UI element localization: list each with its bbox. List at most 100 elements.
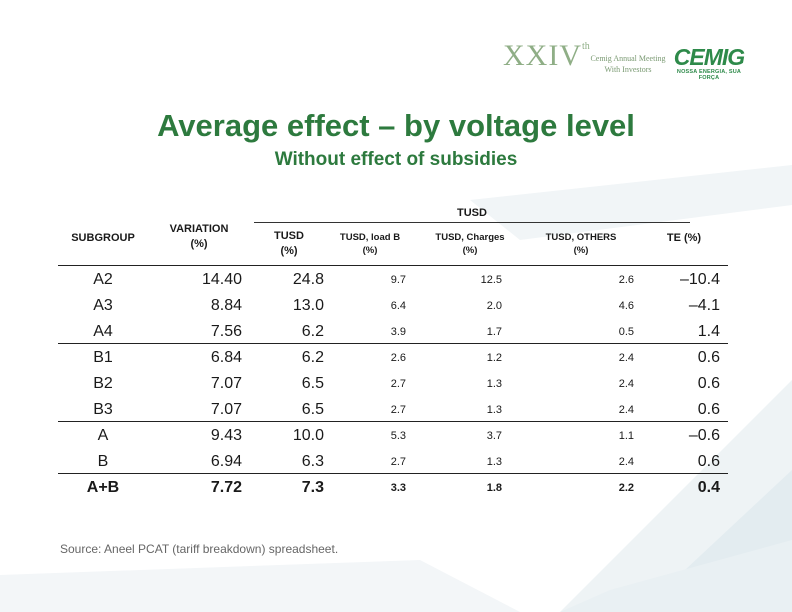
cell-subgroup: A3 bbox=[93, 297, 113, 314]
cell-tusd-charges: 1.3 bbox=[486, 404, 502, 416]
header-variation: VARIATION (%) bbox=[154, 222, 244, 252]
cell-tusd-charges: 2.0 bbox=[486, 300, 502, 312]
header-tusd-load-label: TUSD, load B bbox=[339, 232, 401, 243]
table-row: B3 7.07 6.5 2.7 1.3 2.4 0.6 bbox=[58, 397, 728, 423]
header-tusd-charges-label: TUSD, Charges bbox=[435, 232, 505, 243]
cell-tusd-charges: 12.5 bbox=[480, 274, 502, 286]
header-tusd-group: TUSD bbox=[457, 207, 487, 219]
cell-tusd: 6.5 bbox=[301, 401, 324, 418]
header-tusd-others-label: TUSD, OTHERS bbox=[545, 232, 617, 243]
cell-tusd: 24.8 bbox=[292, 271, 324, 288]
cell-tusd-others: 2.4 bbox=[618, 352, 634, 364]
table-row: A4 7.56 6.2 3.9 1.7 0.5 1.4 bbox=[58, 319, 728, 345]
cell-tusd-others: 2.4 bbox=[618, 404, 634, 416]
cell-tusd-others: 2.2 bbox=[618, 482, 634, 494]
cell-tusd: 6.3 bbox=[301, 453, 324, 470]
source-note: Source: Aneel PCAT (tariff breakdown) sp… bbox=[60, 542, 339, 556]
cell-tusd-others: 2.4 bbox=[618, 456, 634, 468]
cell-te: –4.1 bbox=[688, 297, 720, 314]
cell-tusd-load: 9.7 bbox=[390, 274, 406, 286]
cell-tusd: 6.5 bbox=[301, 375, 324, 392]
cell-subgroup: B2 bbox=[93, 375, 113, 392]
meeting-numeral-text: XXIV bbox=[503, 39, 582, 72]
group-rule-subtotals bbox=[58, 421, 728, 422]
cell-tusd-others: 1.1 bbox=[618, 430, 634, 442]
cell-tusd-load: 3.9 bbox=[390, 326, 406, 338]
group-rule-a-b bbox=[58, 343, 728, 344]
cell-tusd: 13.0 bbox=[292, 297, 324, 314]
page-title: Average effect – by voltage level bbox=[157, 108, 635, 143]
cell-te: 0.6 bbox=[697, 349, 720, 366]
header-tusd-others: TUSD, OTHERS (%) bbox=[528, 231, 634, 257]
cell-tusd-others: 2.6 bbox=[618, 274, 634, 286]
cell-subgroup: A+B bbox=[86, 479, 120, 496]
cell-variation: 9.43 bbox=[210, 427, 242, 444]
header-tusd: TUSD (%) bbox=[254, 229, 324, 259]
table-row: A 9.43 10.0 5.3 3.7 1.1 –0.6 bbox=[58, 423, 728, 449]
meeting-name: Cemig Annual Meeting With Investors bbox=[586, 53, 670, 75]
header-tusd-others-unit: (%) bbox=[573, 245, 589, 256]
cell-tusd-load: 2.7 bbox=[390, 404, 406, 416]
cell-tusd-charges: 1.3 bbox=[486, 456, 502, 468]
page-subtitle: Without effect of subsidies bbox=[274, 149, 518, 170]
cell-tusd-charges: 1.2 bbox=[486, 352, 502, 364]
cell-tusd-load: 2.6 bbox=[390, 352, 406, 364]
cell-variation: 7.07 bbox=[210, 375, 242, 392]
header-variation-unit: (%) bbox=[190, 238, 208, 250]
cemig-logo-tagline: NOSSA ENERGIA, SUA FORÇA bbox=[676, 69, 742, 81]
cell-variation: 6.84 bbox=[210, 349, 242, 366]
cemig-logo-text: CEMIG bbox=[673, 44, 745, 70]
table-row: B 6.94 6.3 2.7 1.3 2.4 0.6 bbox=[58, 449, 728, 475]
cell-te: –0.6 bbox=[688, 427, 720, 444]
cell-tusd-charges: 3.7 bbox=[486, 430, 502, 442]
header-tusd-unit: (%) bbox=[280, 245, 298, 257]
meeting-line-2: With Investors bbox=[604, 65, 652, 74]
header-tusd-label: TUSD bbox=[274, 230, 304, 242]
table-row: A3 8.84 13.0 6.4 2.0 4.6 –4.1 bbox=[58, 293, 728, 319]
cell-variation: 6.94 bbox=[210, 453, 242, 470]
tusd-group-underline bbox=[254, 222, 690, 223]
header-tusd-load: TUSD, load B (%) bbox=[328, 231, 412, 257]
cell-tusd-others: 4.6 bbox=[618, 300, 634, 312]
cell-variation: 7.72 bbox=[210, 479, 242, 496]
cell-tusd-others: 0.5 bbox=[618, 326, 634, 338]
table-total-row: A+B 7.72 7.3 3.3 1.8 2.2 0.4 bbox=[58, 475, 728, 501]
meeting-numeral: XXIVth bbox=[503, 39, 590, 73]
table-row: B1 6.84 6.2 2.6 1.2 2.4 0.6 bbox=[58, 345, 728, 371]
cell-variation: 7.56 bbox=[210, 323, 242, 340]
cell-tusd-load: 5.3 bbox=[390, 430, 406, 442]
cell-tusd-load: 6.4 bbox=[390, 300, 406, 312]
cell-subgroup: B1 bbox=[93, 349, 113, 366]
cell-tusd: 6.2 bbox=[301, 323, 324, 340]
cell-variation: 8.84 bbox=[210, 297, 242, 314]
total-rule bbox=[58, 473, 728, 474]
cell-tusd-others: 2.4 bbox=[618, 378, 634, 390]
meeting-line-1: Cemig Annual Meeting bbox=[590, 54, 666, 63]
cell-tusd-load: 2.7 bbox=[390, 456, 406, 468]
cell-tusd-charges: 1.8 bbox=[486, 482, 502, 494]
cell-subgroup: A2 bbox=[93, 271, 113, 288]
cell-tusd: 10.0 bbox=[292, 427, 324, 444]
cell-te: 0.6 bbox=[697, 401, 720, 418]
header-tusd-charges-unit: (%) bbox=[462, 245, 478, 256]
header-variation-label: VARIATION bbox=[169, 223, 229, 235]
cell-tusd-charges: 1.7 bbox=[486, 326, 502, 338]
table-row: B2 7.07 6.5 2.7 1.3 2.4 0.6 bbox=[58, 371, 728, 397]
cell-te: 0.6 bbox=[697, 375, 720, 392]
cell-subgroup: A4 bbox=[93, 323, 113, 340]
cell-tusd-load: 3.3 bbox=[390, 482, 406, 494]
cell-tusd: 6.2 bbox=[301, 349, 324, 366]
cell-te: –10.4 bbox=[679, 271, 720, 288]
header-rule bbox=[58, 265, 728, 266]
cell-tusd-charges: 1.3 bbox=[486, 378, 502, 390]
cell-subgroup: A bbox=[97, 427, 109, 444]
cell-subgroup: B bbox=[97, 453, 109, 470]
table-row: A2 14.40 24.8 9.7 12.5 2.6 –10.4 bbox=[58, 267, 728, 293]
cell-te: 1.4 bbox=[697, 323, 720, 340]
header-tusd-charges: TUSD, Charges (%) bbox=[420, 231, 520, 257]
cell-te: 0.6 bbox=[697, 453, 720, 470]
cell-te: 0.4 bbox=[697, 479, 720, 496]
header-te: TE (%) bbox=[666, 232, 702, 244]
cell-variation: 7.07 bbox=[210, 401, 242, 418]
